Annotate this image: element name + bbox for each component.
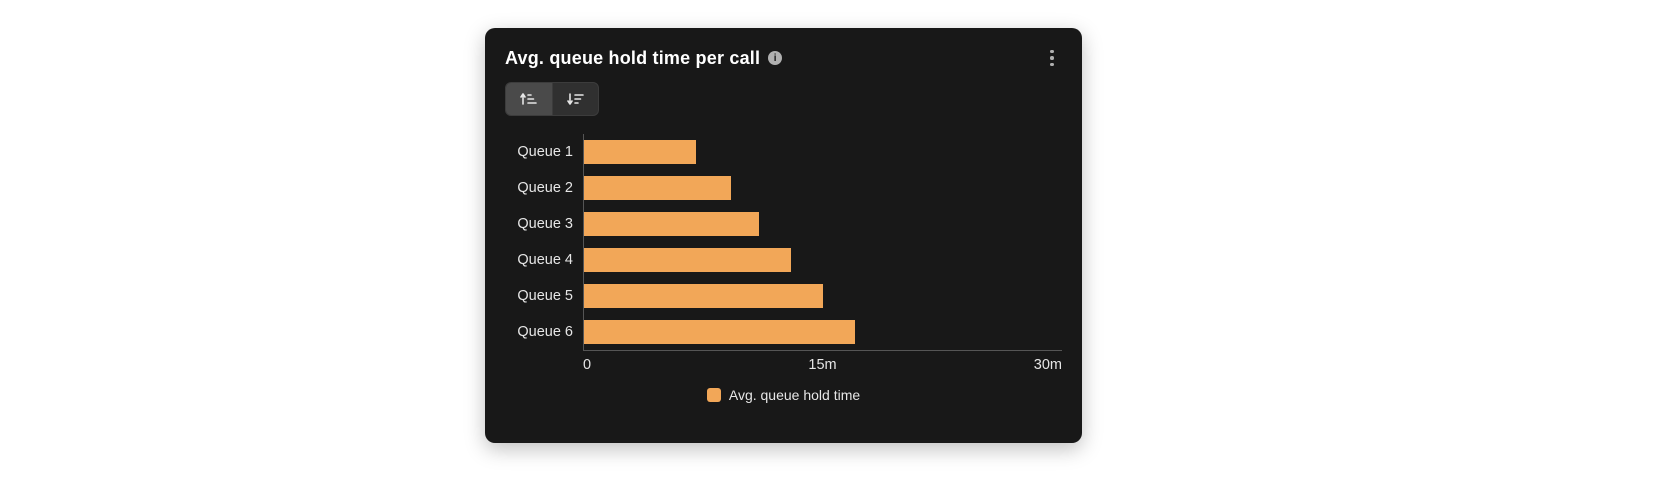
x-tick: 15m — [808, 357, 836, 373]
sort-asc-icon — [520, 91, 538, 107]
bar-track — [583, 314, 1062, 350]
bar-label: Queue 1 — [505, 144, 583, 160]
bar — [584, 284, 823, 308]
x-tick: 0 — [583, 357, 591, 373]
more-menu-button[interactable] — [1042, 46, 1062, 70]
bar-label: Queue 2 — [505, 180, 583, 196]
chart-area: Queue 1 Queue 2 Queue 3 Queue 4 Queue 5 Queue… — [505, 134, 1062, 429]
sort-toggle-group — [505, 82, 599, 116]
bar-track — [583, 242, 1062, 278]
chart-row: Queue 4 — [505, 242, 1062, 278]
legend: Avg. queue hold time — [505, 387, 1062, 403]
chart-card: Avg. queue hold time per call i — [485, 28, 1082, 443]
bar-track — [583, 206, 1062, 242]
bar-label: Queue 6 — [505, 324, 583, 340]
x-axis: 0 15m 30m — [583, 351, 1062, 377]
bar-label: Queue 4 — [505, 252, 583, 268]
bar — [584, 212, 759, 236]
chart-row: Queue 3 — [505, 206, 1062, 242]
bar-label: Queue 3 — [505, 216, 583, 232]
bar — [584, 320, 855, 344]
bar — [584, 248, 791, 272]
card-header: Avg. queue hold time per call i — [505, 46, 1062, 70]
bar-track — [583, 134, 1062, 170]
legend-swatch — [707, 388, 721, 402]
title-wrap: Avg. queue hold time per call i — [505, 48, 782, 69]
chart-row: Queue 1 — [505, 134, 1062, 170]
chart-row: Queue 5 — [505, 278, 1062, 314]
bar — [584, 140, 696, 164]
chart-row: Queue 6 — [505, 314, 1062, 350]
sort-desc-icon — [567, 91, 585, 107]
legend-label: Avg. queue hold time — [729, 387, 860, 403]
bar — [584, 176, 731, 200]
chart-rows: Queue 1 Queue 2 Queue 3 Queue 4 Queue 5 Queue… — [505, 134, 1062, 350]
x-tick: 30m — [1034, 357, 1062, 373]
info-icon[interactable]: i — [768, 51, 782, 65]
card-title: Avg. queue hold time per call — [505, 48, 760, 69]
chart-row: Queue 2 — [505, 170, 1062, 206]
bar-track — [583, 278, 1062, 314]
bar-track — [583, 170, 1062, 206]
sort-desc-button[interactable] — [552, 83, 598, 115]
sort-asc-button[interactable] — [506, 83, 552, 115]
bar-label: Queue 5 — [505, 288, 583, 304]
